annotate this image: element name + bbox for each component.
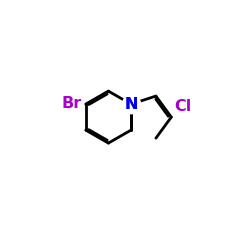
Text: Cl: Cl — [174, 99, 192, 114]
Text: Br: Br — [62, 96, 82, 111]
Text: N: N — [124, 96, 138, 112]
Text: N: N — [124, 96, 138, 112]
